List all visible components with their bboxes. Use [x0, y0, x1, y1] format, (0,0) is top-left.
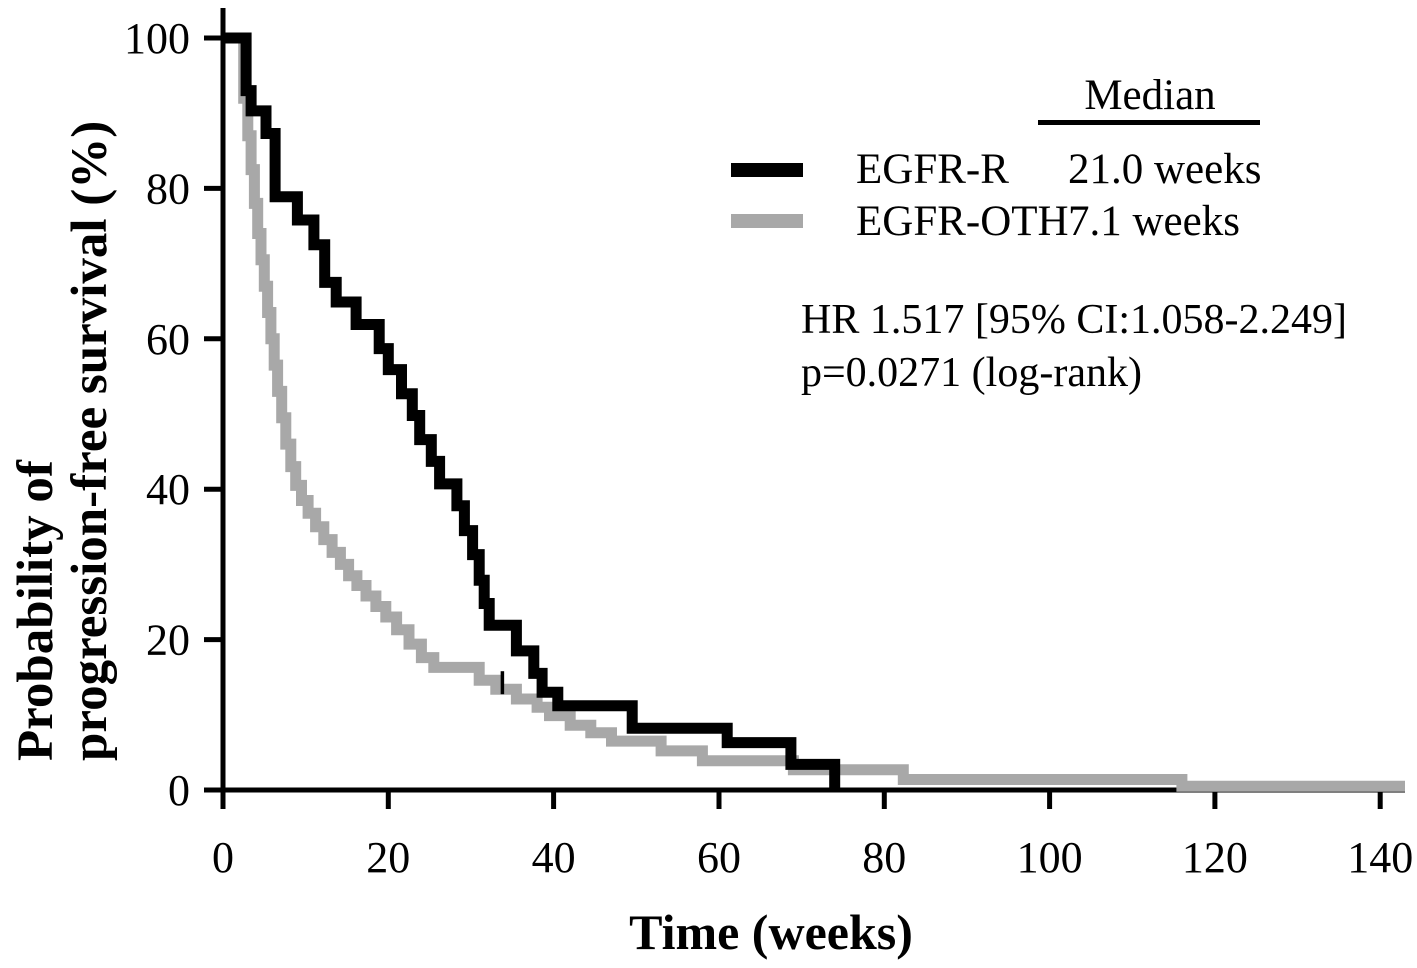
x-tick-label: 60	[697, 833, 741, 882]
x-tick-label: 40	[532, 833, 576, 882]
x-tick-label: 100	[1017, 833, 1083, 882]
legend-swatch-egfr-r	[731, 163, 803, 177]
hazard-ratio-text: HR 1.517 [95% CI:1.058-2.249]	[801, 297, 1347, 343]
legend-median-egfr-r: 21.0 weeks	[1068, 146, 1262, 193]
y-axis-title-line1: Probability of	[8, 460, 64, 761]
legend-median-egfr-oth: 7.1 weeks	[1068, 198, 1240, 245]
series-curve-egfr-oth	[223, 32, 1405, 792]
x-axis-title: Time (weeks)	[629, 904, 913, 960]
legend-swatch-egfr-oth	[731, 214, 803, 228]
p-value-text: p=0.0271 (log-rank)	[801, 350, 1142, 396]
y-axis-title: Probability of progression-free survival…	[8, 71, 119, 761]
x-tick-label: 120	[1182, 833, 1248, 882]
legend-header-underline	[1038, 120, 1260, 125]
x-tick-label: 20	[366, 833, 410, 882]
series-curve-egfr-r	[223, 32, 841, 790]
y-tick-label: 40	[146, 465, 190, 514]
y-tick-label: 60	[146, 315, 190, 364]
y-tick-label: 0	[168, 766, 190, 815]
legend-label-egfr-r: EGFR-R	[856, 146, 1009, 193]
x-tick-label: 0	[212, 833, 234, 882]
x-tick-label: 80	[862, 833, 906, 882]
legend-median-header: Median	[1084, 72, 1216, 119]
y-tick-label: 80	[146, 164, 190, 213]
legend-label-egfr-oth: EGFR-OTH	[856, 198, 1069, 245]
y-axis-title-line2: progression-free survival (%)	[62, 120, 118, 761]
x-tick-label: 140	[1347, 833, 1413, 882]
y-tick-label: 100	[124, 14, 190, 63]
y-tick-label: 20	[146, 616, 190, 665]
